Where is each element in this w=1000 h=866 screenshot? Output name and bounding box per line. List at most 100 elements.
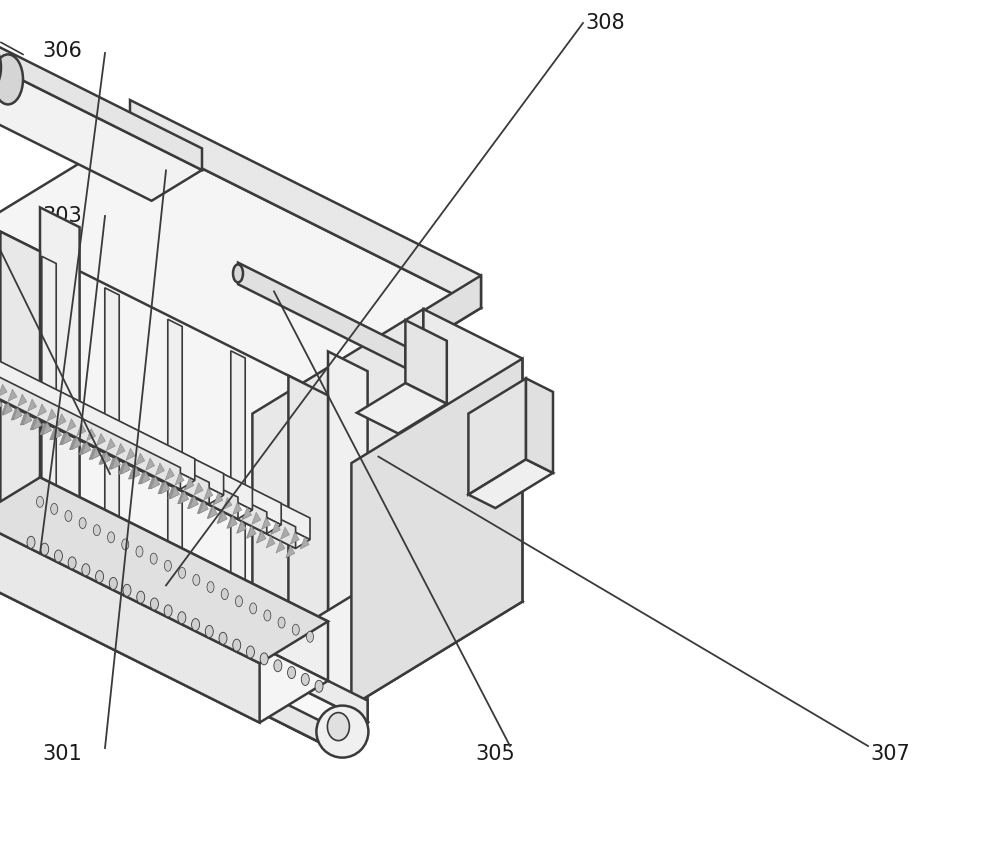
Polygon shape: [252, 513, 261, 525]
Polygon shape: [168, 320, 182, 656]
Polygon shape: [0, 398, 3, 410]
Polygon shape: [0, 358, 224, 504]
Polygon shape: [0, 345, 209, 504]
Polygon shape: [423, 309, 522, 602]
Polygon shape: [0, 385, 7, 397]
Polygon shape: [141, 472, 150, 484]
Polygon shape: [0, 0, 202, 170]
Polygon shape: [81, 443, 90, 455]
Polygon shape: [69, 437, 78, 449]
Polygon shape: [138, 472, 147, 484]
Ellipse shape: [164, 560, 171, 572]
Polygon shape: [158, 481, 167, 494]
Polygon shape: [184, 478, 193, 490]
Polygon shape: [286, 546, 295, 558]
Ellipse shape: [233, 639, 241, 651]
Polygon shape: [146, 458, 155, 470]
Polygon shape: [218, 511, 227, 523]
Polygon shape: [149, 477, 158, 489]
Polygon shape: [150, 477, 159, 489]
Polygon shape: [131, 467, 140, 479]
Polygon shape: [40, 477, 328, 681]
Polygon shape: [188, 496, 197, 508]
Polygon shape: [180, 492, 189, 504]
Polygon shape: [106, 438, 115, 450]
Polygon shape: [148, 477, 157, 489]
Polygon shape: [237, 521, 246, 533]
Polygon shape: [54, 414, 63, 426]
Polygon shape: [0, 372, 252, 519]
Polygon shape: [165, 468, 174, 480]
Polygon shape: [178, 492, 187, 504]
Polygon shape: [139, 472, 148, 484]
Polygon shape: [70, 437, 79, 449]
Polygon shape: [111, 457, 120, 469]
Ellipse shape: [327, 713, 349, 740]
Polygon shape: [163, 468, 172, 480]
Ellipse shape: [205, 625, 213, 637]
Polygon shape: [351, 359, 522, 706]
Polygon shape: [252, 309, 423, 656]
Ellipse shape: [274, 660, 282, 672]
Polygon shape: [0, 336, 224, 495]
Polygon shape: [145, 458, 154, 470]
Polygon shape: [184, 478, 193, 490]
Polygon shape: [288, 702, 368, 746]
Ellipse shape: [41, 543, 49, 555]
Polygon shape: [100, 452, 109, 464]
Polygon shape: [65, 419, 74, 431]
Polygon shape: [0, 330, 180, 489]
Polygon shape: [75, 423, 84, 436]
Ellipse shape: [260, 653, 268, 665]
Polygon shape: [0, 537, 328, 722]
Text: 306: 306: [42, 41, 82, 61]
Polygon shape: [35, 404, 44, 417]
Polygon shape: [51, 428, 60, 440]
Polygon shape: [290, 532, 299, 544]
Polygon shape: [72, 437, 81, 449]
Ellipse shape: [233, 264, 243, 282]
Ellipse shape: [123, 585, 131, 597]
Text: 307: 307: [870, 744, 910, 764]
Polygon shape: [199, 501, 208, 514]
Polygon shape: [40, 423, 49, 435]
Ellipse shape: [250, 603, 257, 614]
Ellipse shape: [193, 574, 200, 585]
Polygon shape: [0, 231, 328, 746]
Polygon shape: [99, 452, 108, 464]
Polygon shape: [266, 536, 275, 548]
Polygon shape: [6, 365, 281, 525]
Polygon shape: [72, 437, 80, 449]
Polygon shape: [115, 443, 124, 456]
Polygon shape: [164, 468, 173, 480]
Text: 301: 301: [42, 744, 82, 764]
Polygon shape: [0, 398, 1, 410]
Ellipse shape: [306, 631, 314, 643]
Polygon shape: [114, 443, 123, 456]
Polygon shape: [35, 380, 310, 540]
Polygon shape: [171, 487, 180, 499]
Polygon shape: [66, 419, 75, 431]
Polygon shape: [130, 467, 139, 479]
Polygon shape: [252, 553, 522, 706]
Polygon shape: [0, 359, 238, 519]
Polygon shape: [30, 418, 39, 430]
Polygon shape: [103, 438, 112, 450]
Polygon shape: [102, 452, 111, 464]
Polygon shape: [174, 473, 183, 485]
Polygon shape: [123, 449, 132, 461]
Polygon shape: [202, 488, 211, 500]
Polygon shape: [3, 403, 12, 415]
Polygon shape: [232, 502, 241, 514]
Polygon shape: [128, 467, 137, 479]
Polygon shape: [35, 404, 44, 417]
Polygon shape: [37, 404, 46, 417]
Polygon shape: [133, 453, 142, 466]
Polygon shape: [50, 428, 59, 440]
Polygon shape: [153, 463, 162, 475]
Polygon shape: [74, 423, 83, 436]
Polygon shape: [217, 511, 226, 523]
Polygon shape: [62, 432, 71, 444]
Polygon shape: [0, 559, 368, 746]
Polygon shape: [27, 399, 36, 411]
